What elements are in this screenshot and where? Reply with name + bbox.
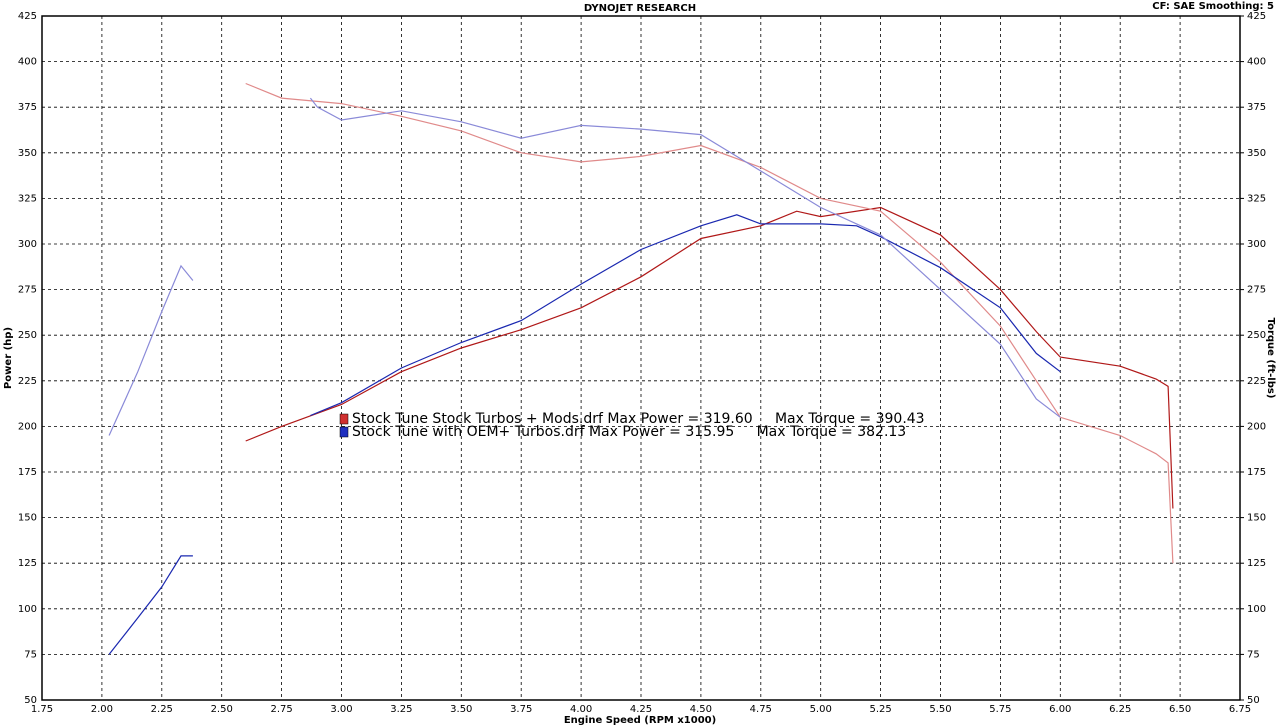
x-tick-label: 1.75 xyxy=(31,704,53,715)
y-tick-label: 425 xyxy=(18,11,37,22)
x-tick-label: 4.00 xyxy=(570,704,592,715)
x-tick-label: 4.25 xyxy=(630,704,652,715)
x-tick-label: 6.00 xyxy=(1049,704,1071,715)
y2-tick-label: 175 xyxy=(1247,467,1266,478)
legend-text: Stock Tune Stock Turbos + Mods.drf Max P… xyxy=(352,411,925,427)
x-tick-label: 6.25 xyxy=(1109,704,1131,715)
x-tick-label: 2.25 xyxy=(151,704,173,715)
y2-tick-label: 275 xyxy=(1247,285,1266,296)
series-line xyxy=(108,214,1061,655)
series-line xyxy=(108,97,1061,436)
y2-tick-label: 100 xyxy=(1247,604,1266,615)
chart-subtitle: CF: SAE Smoothing: 5 xyxy=(1152,1,1274,12)
x-tick-label: 2.75 xyxy=(270,704,292,715)
y2-tick-label: 75 xyxy=(1247,649,1260,660)
y2-tick-label: 50 xyxy=(1247,695,1260,706)
y-tick-label: 275 xyxy=(18,285,37,296)
y-tick-label: 75 xyxy=(24,649,37,660)
y2-tick-label: 125 xyxy=(1247,558,1266,569)
y-tick-label: 225 xyxy=(18,376,37,387)
x-tick-label: 6.50 xyxy=(1169,704,1191,715)
y-tick-label: 175 xyxy=(18,467,37,478)
x-tick-label: 2.00 xyxy=(91,704,113,715)
y-tick-label: 100 xyxy=(18,604,37,615)
series-line xyxy=(245,82,1174,564)
y-tick-label: 200 xyxy=(18,421,37,432)
y-tick-label: 150 xyxy=(18,513,37,524)
legend-swatch xyxy=(339,426,349,438)
legend-swatch xyxy=(339,413,349,425)
x-tick-label: 5.50 xyxy=(929,704,951,715)
y2-tick-label: 250 xyxy=(1247,330,1266,341)
x-axis-label: Engine Speed (RPM x1000) xyxy=(564,715,716,726)
y2-tick-label: 225 xyxy=(1247,376,1266,387)
y2-tick-label: 150 xyxy=(1247,513,1266,524)
x-tick-label: 4.75 xyxy=(750,704,772,715)
y2-tick-label: 200 xyxy=(1247,421,1266,432)
y2-tick-label: 400 xyxy=(1247,57,1266,68)
series-line xyxy=(245,206,1174,509)
x-tick-label: 5.75 xyxy=(989,704,1011,715)
x-tick-label: 4.50 xyxy=(690,704,712,715)
y-tick-label: 325 xyxy=(18,193,37,204)
y2-tick-label: 425 xyxy=(1247,11,1266,22)
y-axis-label: Power (hp) xyxy=(3,327,14,389)
y-tick-label: 400 xyxy=(18,57,37,68)
x-tick-label: 3.00 xyxy=(330,704,352,715)
y-tick-label: 250 xyxy=(18,330,37,341)
y2-tick-label: 350 xyxy=(1247,148,1266,159)
y-tick-label: 125 xyxy=(18,558,37,569)
x-tick-label: 5.00 xyxy=(810,704,832,715)
x-tick-label: 3.25 xyxy=(390,704,412,715)
x-tick-label: 3.50 xyxy=(450,704,472,715)
x-tick-label: 6.75 xyxy=(1229,704,1251,715)
y2-tick-label: 375 xyxy=(1247,102,1266,113)
y-tick-label: 350 xyxy=(18,148,37,159)
x-tick-label: 5.25 xyxy=(869,704,891,715)
x-tick-label: 2.50 xyxy=(211,704,233,715)
y2-tick-label: 325 xyxy=(1247,193,1266,204)
chart-title: DYNOJET RESEARCH xyxy=(584,3,696,14)
y-tick-label: 300 xyxy=(18,239,37,250)
y-tick-label: 50 xyxy=(24,695,37,706)
x-tick-label: 3.75 xyxy=(510,704,532,715)
legend-text: Stock Tune with OEM+ Turbos.drf Max Powe… xyxy=(352,424,906,440)
y2-axis-label: Torque (ft-lbs) xyxy=(1265,318,1276,399)
y2-tick-label: 300 xyxy=(1247,239,1266,250)
y-tick-label: 375 xyxy=(18,102,37,113)
